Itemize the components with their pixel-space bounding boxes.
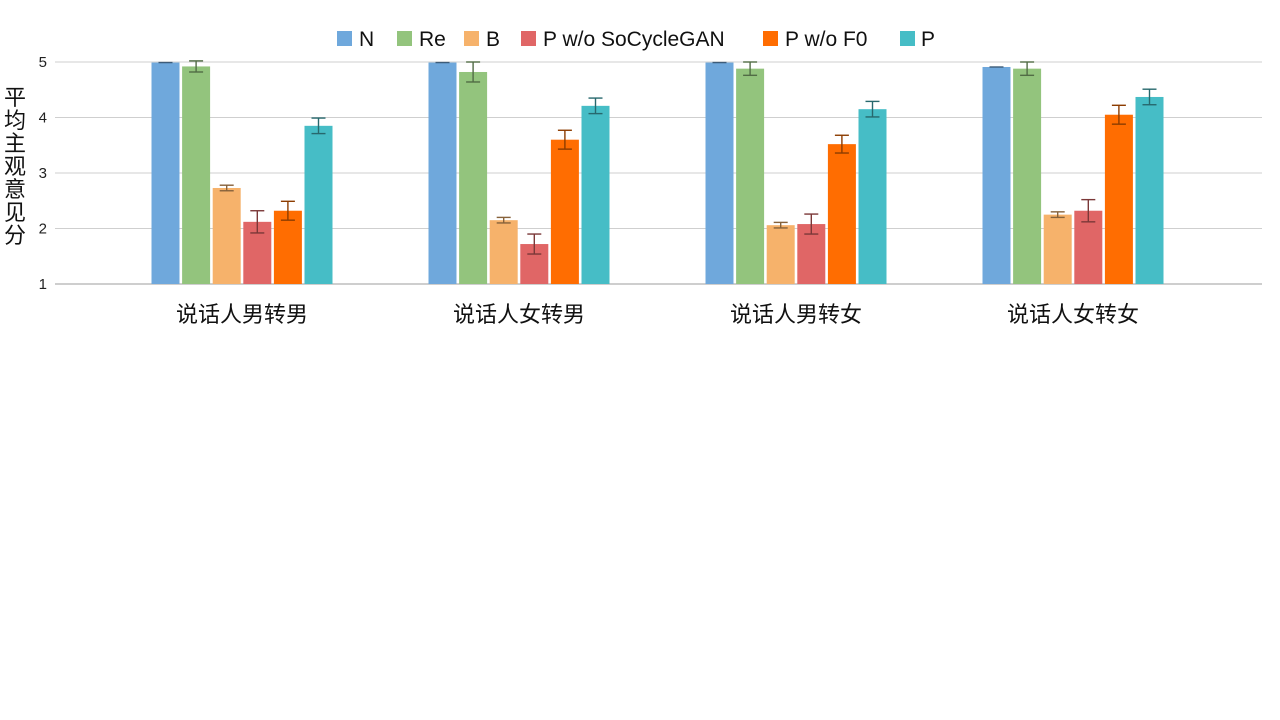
error-bar (496, 216, 511, 224)
y-tick-label: 4 (39, 110, 47, 127)
y-axis-label-char: 平 (4, 86, 26, 111)
bar-p-w-o-socyclegan (1074, 210, 1103, 284)
y-axis-label-char: 主 (4, 132, 26, 157)
legend-swatch (397, 31, 412, 46)
legend-item: Re (397, 28, 446, 51)
legend-label: Re (419, 28, 446, 51)
bar-re (736, 68, 765, 284)
bar-n (705, 62, 734, 285)
legend-swatch (464, 31, 479, 46)
error-bar (834, 134, 849, 154)
legend-label: P w/o F0 (785, 28, 867, 51)
legend-item: P w/o F0 (763, 28, 867, 51)
bar-p (1135, 96, 1164, 284)
error-bar (189, 60, 204, 73)
error-bars (158, 60, 1157, 255)
bar-p (858, 109, 887, 284)
bar-re (1013, 68, 1042, 284)
y-axis-label-char: 观 (4, 155, 26, 180)
bar-p (304, 125, 333, 284)
bar-b (212, 187, 241, 284)
error-bar (557, 129, 572, 150)
y-tick-label: 5 (39, 54, 47, 71)
legend-swatch (763, 31, 778, 46)
x-category-label: 说话人男转女 (730, 303, 862, 328)
y-tick-label: 1 (39, 276, 47, 293)
bar-p-w-o-f0 (827, 144, 856, 284)
legend-item: P w/o SoCycleGAN (521, 28, 725, 51)
error-bar (865, 100, 880, 118)
error-bar (1020, 61, 1035, 77)
legend-swatch (521, 31, 536, 46)
bar-re (182, 66, 211, 284)
legend-label: N (359, 28, 374, 51)
error-bar (527, 233, 542, 255)
error-bar (311, 117, 326, 135)
error-bar (588, 97, 603, 115)
bar-b (766, 225, 795, 284)
bar-n (982, 66, 1011, 285)
legend-swatch (900, 31, 915, 46)
legend-label: P (921, 28, 935, 51)
y-axis-label-char: 见 (4, 201, 26, 226)
x-category-label: 说话人女转男 (453, 303, 585, 328)
error-bar (219, 184, 234, 192)
bar-re (459, 71, 488, 285)
x-axis-categories: 说话人男转男 说话人女转男 说话人男转女 说话人女转女 (176, 303, 1139, 328)
error-bar (1081, 198, 1096, 223)
legend-item: P (900, 28, 935, 51)
error-bar (280, 200, 295, 221)
error-bar (804, 213, 819, 235)
x-category-label: 说话人女转女 (1007, 303, 1139, 328)
bar-p-w-o-f0 (1104, 114, 1133, 284)
bar-p (581, 105, 610, 284)
bar-n (151, 62, 180, 285)
bar-b (489, 220, 518, 284)
legend-item: N (337, 28, 374, 51)
y-axis-label-char: 均 (4, 109, 26, 134)
error-bar (743, 61, 758, 77)
error-bar (773, 221, 788, 229)
bar-p-w-o-f0 (550, 139, 579, 284)
legend: N Re B P w/o SoCycleGAN P w/o F0 P (337, 28, 935, 51)
legend-item: B (464, 28, 500, 51)
error-bar (1142, 88, 1157, 106)
y-axis-label-char: 分 (4, 224, 26, 249)
error-bar (466, 61, 481, 83)
legend-swatch (337, 31, 352, 46)
y-tick-label: 3 (39, 165, 47, 182)
y-axis-label-char: 意 (4, 178, 26, 203)
bar-n (428, 62, 457, 285)
error-bar (250, 210, 265, 234)
x-category-label: 说话人男转男 (176, 303, 308, 328)
legend-label: B (486, 28, 500, 51)
error-bar (1111, 104, 1126, 125)
y-axis-ticks: 1 2 3 4 5 (39, 54, 47, 293)
y-tick-label: 2 (39, 221, 47, 238)
bar-b (1043, 214, 1072, 284)
legend-label: P w/o SoCycleGAN (543, 28, 725, 51)
error-bar (1050, 211, 1065, 219)
bars (151, 62, 1164, 285)
bar-p-w-o-f0 (273, 210, 302, 284)
